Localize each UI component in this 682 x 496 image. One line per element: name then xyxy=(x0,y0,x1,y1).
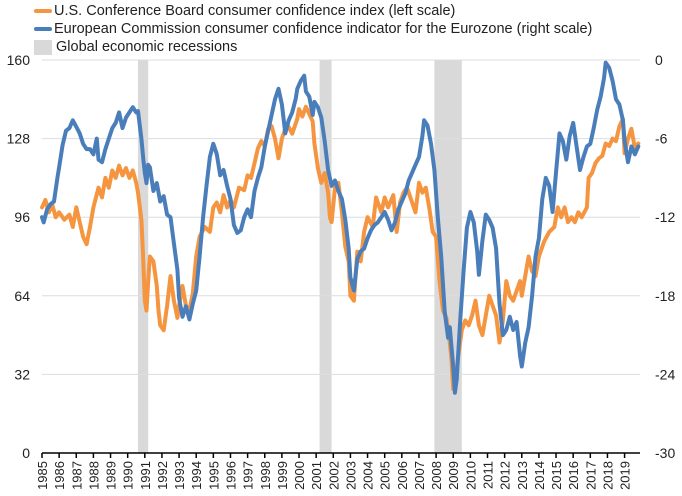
x-tick-label: 2004 xyxy=(361,461,376,490)
y-left-tick-label: 0 xyxy=(22,445,30,461)
x-tick-label: 2000 xyxy=(292,461,307,490)
x-tick-label: 2005 xyxy=(378,461,393,490)
y-left-tick-label: 32 xyxy=(14,366,30,382)
y-right-tick-label: -30 xyxy=(655,445,675,461)
x-tick-label: 1997 xyxy=(241,461,256,490)
x-tick-label: 1986 xyxy=(52,461,67,490)
recession-band-1 xyxy=(319,60,332,453)
y-left-tick-label: 64 xyxy=(14,288,30,304)
x-tick-label: 2014 xyxy=(532,461,547,490)
x-tick-label: 1993 xyxy=(172,461,187,490)
x-tick-label: 2002 xyxy=(326,461,341,490)
y-right-tick-label: -24 xyxy=(655,366,675,382)
y-left-tick-label: 160 xyxy=(7,52,31,68)
x-tick-label: 1998 xyxy=(258,461,273,490)
x-axis-ticks: 1985 1986 1987 1988 1989 1990 1991 1992 1993 1994… xyxy=(35,453,633,490)
x-tick-label: 1996 xyxy=(223,461,238,490)
legend: U.S. Conference Board consumer confidenc… xyxy=(34,2,592,56)
y-axis-left-ticks: 0 32 64 96 128 160 xyxy=(7,52,31,461)
legend-swatch-eu xyxy=(34,27,52,31)
y-right-tick-label: -18 xyxy=(655,288,675,304)
legend-item-eu: European Commission consumer confidence … xyxy=(34,20,592,38)
x-tick-label: 2015 xyxy=(549,461,564,490)
y-axis-right-ticks: -30 -24 -18 -12 -6 0 xyxy=(655,52,675,461)
legend-item-recessions: Global economic recessions xyxy=(34,38,592,56)
series-line-eu xyxy=(40,60,641,395)
series-lines xyxy=(40,60,641,395)
x-tick-label: 2017 xyxy=(583,461,598,490)
x-tick-label: 2018 xyxy=(600,461,615,490)
x-tick-label: 2003 xyxy=(343,461,358,490)
x-tick-label: 2001 xyxy=(309,461,324,490)
x-tick-label: 1999 xyxy=(275,461,290,490)
x-tick-label: 2012 xyxy=(498,461,513,490)
y-left-tick-label: 128 xyxy=(7,131,31,147)
legend-swatch-recessions xyxy=(34,39,52,55)
x-tick-label: 2013 xyxy=(515,461,530,490)
x-tick-label: 2010 xyxy=(463,461,478,490)
x-tick-label: 2007 xyxy=(412,461,427,490)
x-tick-label: 1994 xyxy=(189,461,204,490)
x-tick-label: 2009 xyxy=(446,461,461,490)
x-tick-label: 1992 xyxy=(155,461,170,490)
recession-bands xyxy=(137,60,462,453)
x-tick-label: 1987 xyxy=(69,461,84,490)
x-tick-label: 1991 xyxy=(138,461,153,490)
legend-label-recessions: Global economic recessions xyxy=(56,39,238,55)
y-left-tick-label: 96 xyxy=(14,209,30,225)
x-tick-label: 2006 xyxy=(395,461,410,490)
x-tick-label: 2016 xyxy=(566,461,581,490)
x-tick-label: 2019 xyxy=(618,461,633,490)
x-tick-label: 1990 xyxy=(121,461,136,490)
legend-item-us: U.S. Conference Board consumer confidenc… xyxy=(34,2,592,20)
y-right-tick-label: 0 xyxy=(655,52,663,68)
y-right-tick-label: -12 xyxy=(655,209,675,225)
x-tick-label: 1988 xyxy=(86,461,101,490)
x-tick-label: 1989 xyxy=(104,461,119,490)
y-right-tick-label: -6 xyxy=(655,131,668,147)
legend-label-us: U.S. Conference Board consumer confidenc… xyxy=(54,3,456,19)
x-tick-label: 2011 xyxy=(481,461,496,489)
legend-swatch-us xyxy=(34,9,52,13)
x-tick-label: 1985 xyxy=(35,461,50,490)
x-tick-label: 1995 xyxy=(206,461,221,490)
legend-label-eu: European Commission consumer confidence … xyxy=(54,21,593,37)
x-tick-label: 2008 xyxy=(429,461,444,490)
series-line-us xyxy=(40,104,641,392)
